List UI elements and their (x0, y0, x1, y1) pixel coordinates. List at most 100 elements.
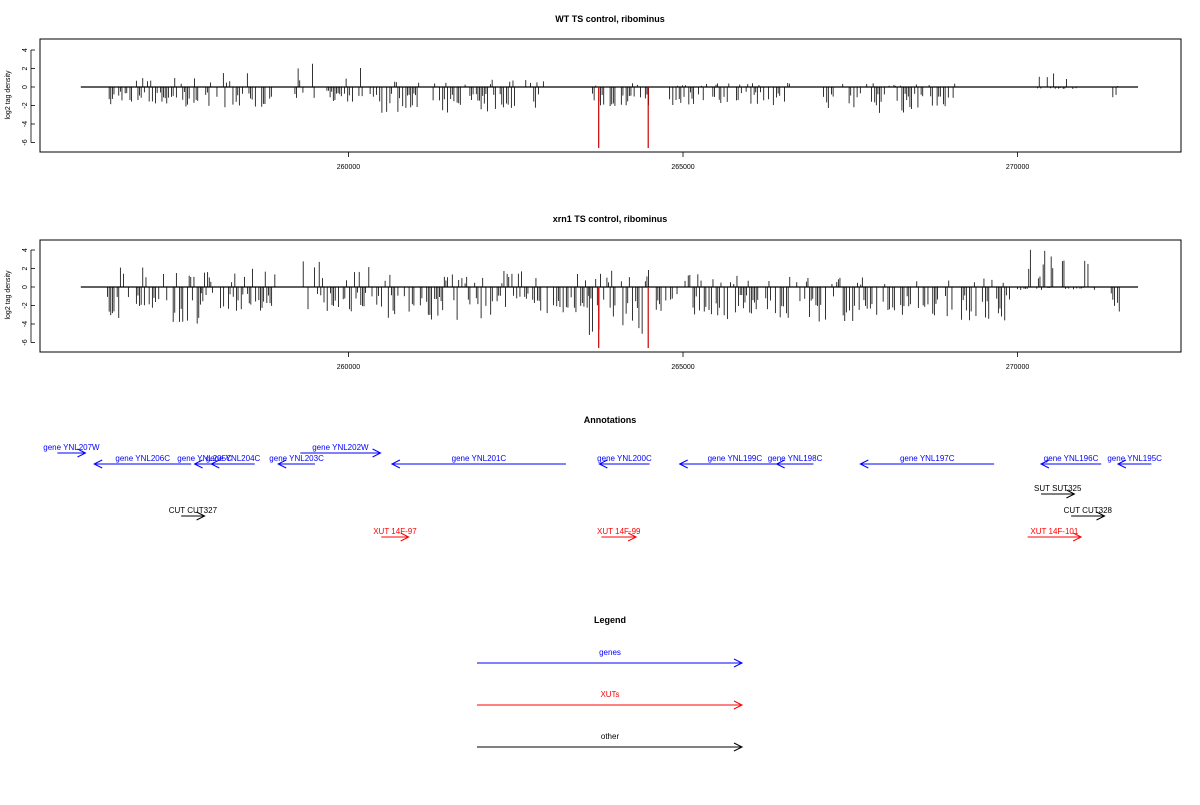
xrn1-panel-title: xrn1 TS control, ribominus (553, 214, 668, 224)
annotation-feature[interactable]: CUT CUT327 (169, 506, 218, 521)
arrowhead-icon (678, 459, 688, 469)
annotation-feature[interactable]: gene YNL202W (300, 443, 382, 458)
annotation-label: gene YNL198C (768, 454, 823, 463)
wt-y-tick-label: 4 (22, 48, 29, 52)
annotations-title: Annotations (584, 415, 637, 425)
annotation-label: gene YNL199C (708, 454, 763, 463)
annotation-feature[interactable]: gene YNL198C (768, 454, 823, 469)
wt-coverage-panel: WT TS control, ribominus log2 tag densit… (5, 14, 1182, 171)
arrowhead-icon (1066, 489, 1076, 499)
wt-y-axis: 4 2 0 -2 -4 -6 (22, 48, 35, 146)
arrowhead-icon (1096, 511, 1106, 521)
annotation-label: gene YNL205C (177, 454, 232, 463)
annotation-feature[interactable]: gene YNL196C (1039, 454, 1102, 469)
xrn1-bars-group (80, 249, 1138, 349)
arrowhead-icon (598, 459, 608, 469)
annotation-feature[interactable]: gene YNL203C (269, 454, 324, 469)
xrn1-x-tick-label: 265000 (671, 364, 694, 371)
annotation-label: gene YNL200C (597, 454, 652, 463)
arrowhead-icon (859, 459, 869, 469)
arrowhead-icon (196, 511, 206, 521)
arrowhead-icon (733, 658, 744, 668)
annotation-label: CUT CUT328 (1064, 506, 1113, 515)
arrowhead-icon (93, 459, 103, 469)
annotation-label: XUT 14F-101 (1030, 527, 1078, 536)
annotation-feature[interactable]: SUT SUT325 (1034, 484, 1082, 499)
wt-x-axis: 260000 265000 270000 (337, 152, 1029, 171)
annotation-label: gene YNL204C (206, 454, 261, 463)
annotation-feature[interactable]: CUT CUT328 (1064, 506, 1113, 521)
legend-entry: other (477, 732, 744, 752)
legend-label: other (601, 732, 620, 741)
annotation-feature[interactable]: XUT 14F-97 (373, 527, 417, 542)
annotation-label: gene YNL196C (1044, 454, 1099, 463)
wt-y-tick-label: -2 (22, 102, 29, 108)
annotation-label: gene YNL202W (312, 443, 369, 452)
xrn1-y-tick-label: 4 (22, 248, 29, 252)
xrn1-y-tick-label: -6 (22, 339, 29, 345)
arrowhead-icon (1116, 459, 1127, 469)
xrn1-y-axis: 4 2 0 -2 -4 -6 (22, 248, 35, 346)
annotation-feature[interactable]: gene YNL204C (206, 454, 261, 469)
arrowhead-icon (775, 459, 785, 469)
annotation-label: XUT 14F-99 (597, 527, 641, 536)
arrowhead-icon (1039, 459, 1050, 469)
wt-x-tick-label: 265000 (671, 164, 694, 171)
legend-items: genes XUTs other (477, 648, 744, 752)
annotation-feature[interactable]: gene YNL197C (859, 454, 995, 469)
wt-y-tick-label: 0 (22, 85, 29, 89)
xrn1-x-tick-label: 270000 (1006, 364, 1029, 371)
arrowhead-icon (77, 448, 87, 458)
legend-entry: genes (477, 648, 744, 668)
wt-y-tick-label: -6 (22, 139, 29, 145)
annotation-label: gene YNL206C (115, 454, 170, 463)
wt-x-tick-label: 260000 (337, 164, 360, 171)
arrowhead-icon (733, 742, 744, 752)
arrowhead-icon (1072, 532, 1083, 542)
annotation-feature[interactable]: gene YNL195C (1107, 454, 1162, 469)
annotation-label: gene YNL197C (900, 454, 955, 463)
annotation-label: SUT SUT325 (1034, 484, 1082, 493)
annotation-label: XUT 14F-97 (373, 527, 417, 536)
legend-entry: XUTs (477, 690, 744, 710)
annotation-feature[interactable]: gene YNL206C (93, 454, 192, 469)
annotation-feature[interactable]: XUT 14F-99 (597, 527, 641, 542)
annotation-label: gene YNL203C (269, 454, 324, 463)
xrn1-y-tick-label: -4 (22, 321, 29, 327)
wt-y-tick-label: 2 (22, 66, 29, 70)
annotation-feature[interactable]: gene YNL201C (390, 454, 566, 469)
arrowhead-icon (627, 532, 638, 542)
xrn1-y-tick-label: 2 (22, 266, 29, 270)
wt-y-axis-label: log2 tag density (5, 70, 12, 120)
arrowhead-icon (372, 448, 382, 458)
annotations-track: Annotations gene YNL207W gene YNL206C gene… (43, 415, 1162, 542)
wt-plot-frame (39, 38, 1182, 153)
annotation-feature[interactable]: gene YNL207W (43, 443, 100, 458)
annotation-label: CUT CUT327 (169, 506, 218, 515)
arrowhead-icon (390, 459, 401, 469)
xrn1-x-axis: 260000 265000 270000 (337, 352, 1029, 371)
annotation-label: gene YNL201C (452, 454, 507, 463)
xrn1-x-tick-label: 260000 (337, 364, 360, 371)
xrn1-plot-frame (39, 239, 1182, 353)
legend-title: Legend (594, 615, 626, 625)
wt-panel-title: WT TS control, ribominus (555, 14, 665, 24)
legend: Legend genes XUTs other (477, 615, 744, 752)
arrowhead-icon (733, 700, 744, 710)
arrowhead-icon (193, 459, 203, 469)
wt-bars-group (80, 63, 1138, 149)
annotation-label: gene YNL195C (1107, 454, 1162, 463)
legend-label: XUTs (600, 690, 619, 699)
legend-label: genes (599, 648, 621, 657)
annotation-feature[interactable]: gene YNL199C (678, 454, 791, 469)
xrn1-y-axis-label: log2 tag density (5, 270, 12, 320)
arrowhead-icon (277, 459, 287, 469)
annotation-feature[interactable]: XUT 14F-101 (1027, 527, 1083, 542)
wt-x-tick-label: 270000 (1006, 164, 1029, 171)
wt-y-tick-label: -4 (22, 121, 29, 127)
xrn1-y-tick-label: -2 (22, 302, 29, 308)
annotation-label: gene YNL207W (43, 443, 100, 452)
annotation-feature[interactable]: gene YNL200C (597, 454, 652, 469)
